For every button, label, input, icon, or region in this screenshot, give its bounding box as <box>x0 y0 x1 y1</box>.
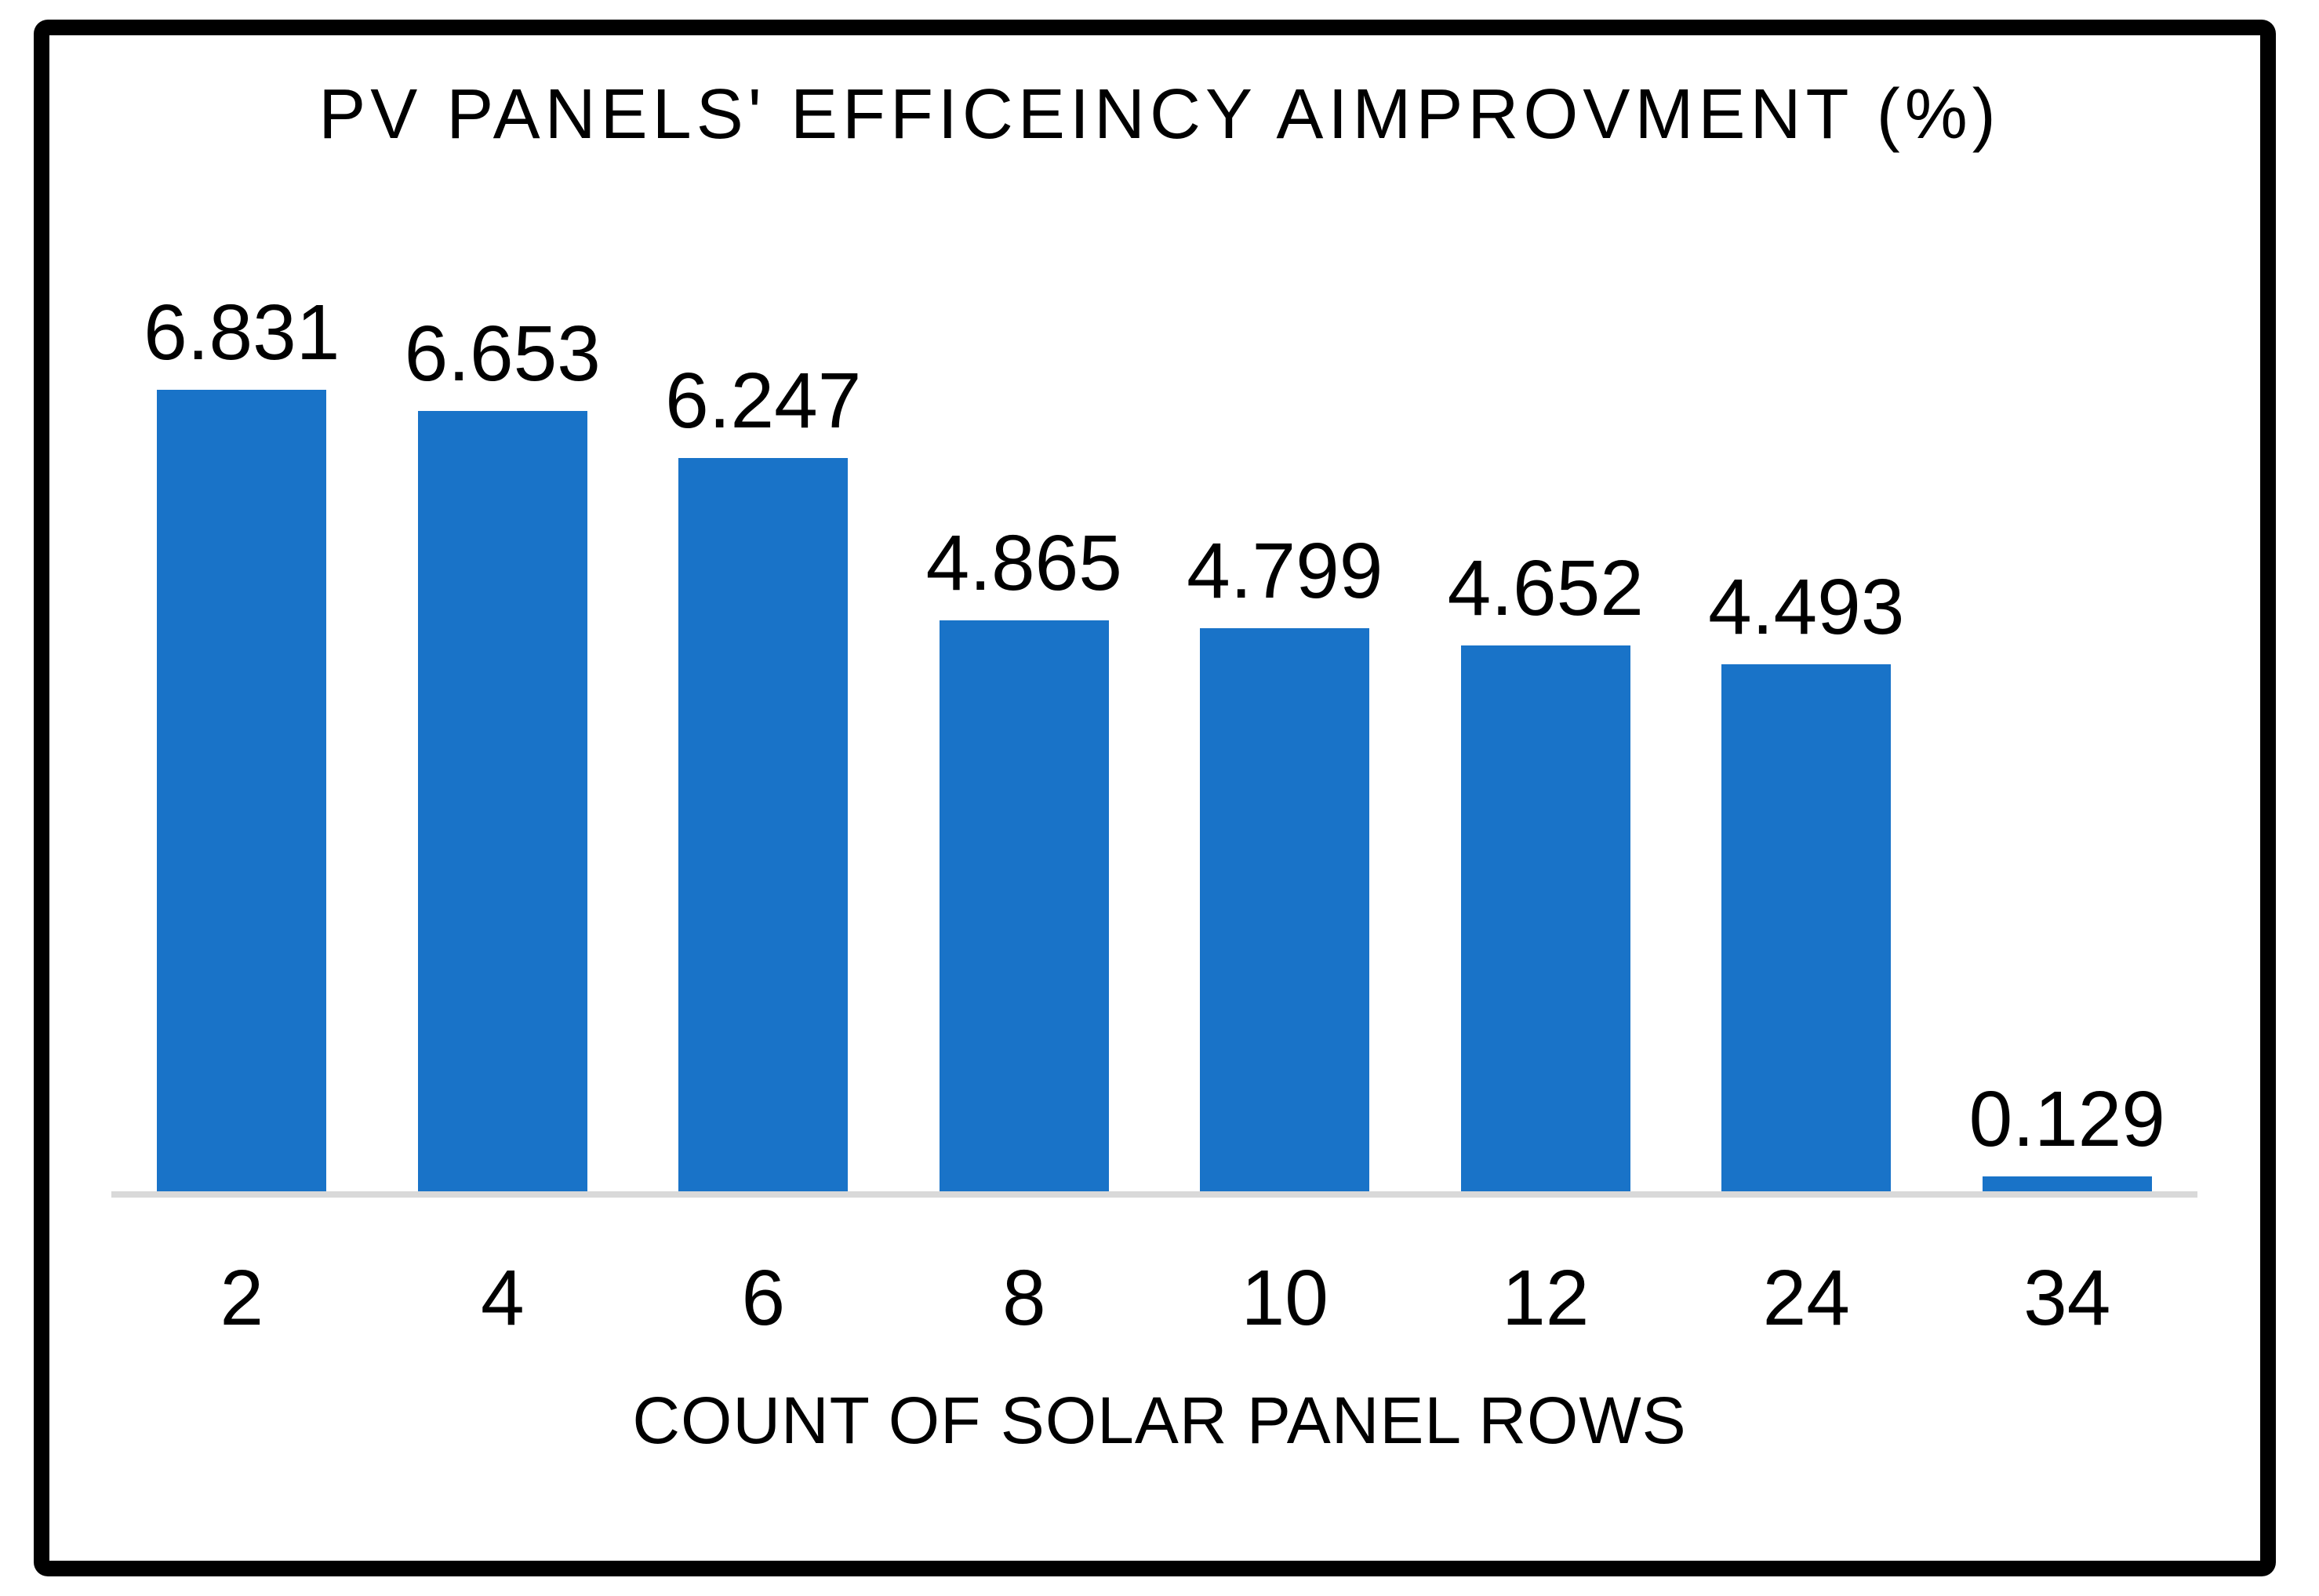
bar <box>1982 1176 2152 1191</box>
x-tick-label: 12 <box>1502 1254 1590 1342</box>
bar-column: 4.493 <box>1676 0 1937 1191</box>
bar-column: 0.129 <box>1937 0 2198 1191</box>
bar-value-label: 6.831 <box>144 289 340 376</box>
bar-value-label: 0.129 <box>1968 1075 2165 1163</box>
bar <box>1460 645 1630 1191</box>
bar <box>157 390 327 1191</box>
bar-value-label: 4.493 <box>1708 563 1905 651</box>
bar-value-label: 6.653 <box>404 310 601 398</box>
bar-column: 4.865 <box>894 0 1155 1191</box>
x-axis-tick-labels: 2 4 6 8 10 12 24 34 <box>111 1255 2197 1341</box>
bar-value-label: 4.799 <box>1187 527 1383 615</box>
bar-value-label: 4.865 <box>925 519 1122 607</box>
plot-area: 6.831 6.653 6.247 4.865 4.799 4.652 4.493 0.129 <box>111 0 2197 1191</box>
bar <box>678 458 849 1191</box>
bar-column: 6.831 <box>111 0 373 1191</box>
x-axis-title: COUNT OF SOLAR PANEL ROWS <box>632 1383 1687 1457</box>
bar <box>939 620 1109 1191</box>
x-tick-label: 2 <box>220 1254 264 1342</box>
bar <box>417 411 587 1191</box>
bar-column: 6.653 <box>373 0 634 1191</box>
x-axis-line <box>111 1191 2197 1198</box>
bar <box>1200 628 1370 1191</box>
x-tick-label: 10 <box>1241 1254 1329 1342</box>
chart-border-frame <box>34 20 2276 1576</box>
chart-title: PV PANELS' EFFICEINCY AIMPROVMENT (%) <box>318 75 2001 154</box>
bar-column: 6.247 <box>633 0 894 1191</box>
bar-column: 4.799 <box>1154 0 1416 1191</box>
bar-value-label: 4.652 <box>1447 544 1644 632</box>
x-tick-label: 8 <box>1001 1254 1046 1342</box>
bar-column: 4.652 <box>1416 0 1677 1191</box>
bar-value-label: 6.247 <box>665 357 862 445</box>
x-tick-label: 34 <box>2023 1254 2111 1342</box>
x-tick-label: 6 <box>741 1254 786 1342</box>
x-tick-label: 24 <box>1762 1254 1850 1342</box>
bar <box>1721 664 1892 1191</box>
x-tick-label: 4 <box>480 1254 525 1342</box>
